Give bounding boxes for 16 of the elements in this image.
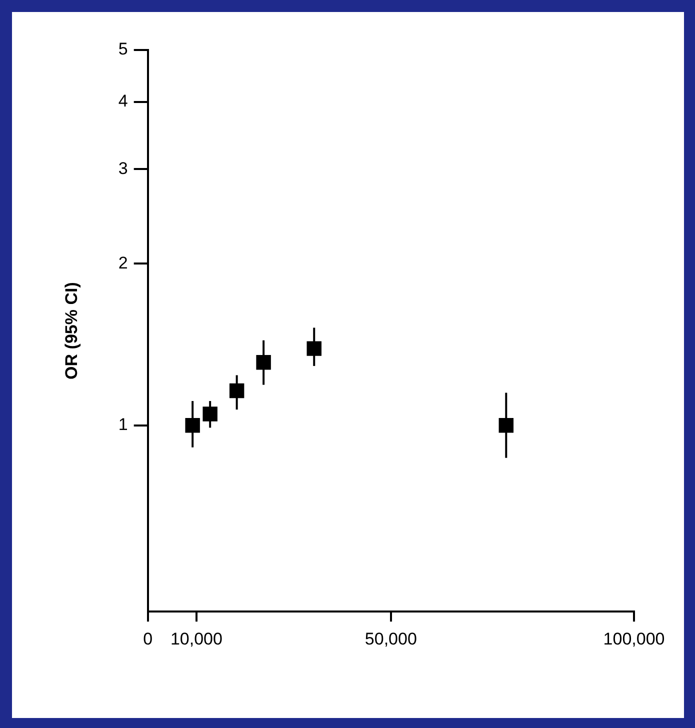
y-tick-label: 5 [118,40,128,59]
x-tick-label: 100,000 [603,629,665,648]
y-tick-label: 4 [118,92,128,111]
y-axis-title: OR (95% CI) [62,282,81,380]
x-tick-label: 10,000 [170,629,222,648]
y-tick-label: 3 [118,158,128,178]
y-tick-label: 2 [118,253,128,272]
point [306,341,322,356]
point [498,418,514,433]
point [202,406,218,422]
x-tick-label: 0 [143,629,153,648]
x-tick-label: 50,000 [364,629,417,648]
point [256,355,271,370]
point [185,418,200,433]
point [229,383,244,398]
y-tick-label: 1 [118,415,128,434]
